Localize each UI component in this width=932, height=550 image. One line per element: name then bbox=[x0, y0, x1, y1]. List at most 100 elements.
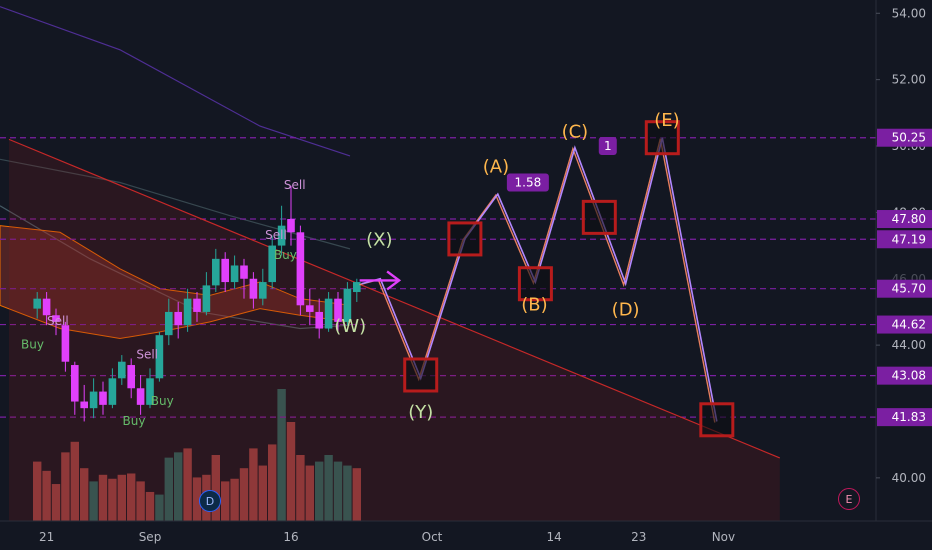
candle-body bbox=[33, 298, 41, 309]
volume-bar bbox=[174, 452, 183, 521]
signal-label: Sell bbox=[265, 228, 287, 242]
earnings-badge-label: E bbox=[845, 492, 853, 506]
candle-body bbox=[108, 378, 117, 405]
candle-body bbox=[174, 311, 182, 326]
volume-bar bbox=[61, 452, 70, 521]
price-level-tag-bg bbox=[877, 230, 932, 249]
time-tick-label: Sep bbox=[139, 530, 162, 544]
signal-label: Buy bbox=[21, 337, 44, 351]
fib-tag-bg bbox=[506, 173, 549, 192]
price-level-tag: 47.80 bbox=[892, 212, 926, 226]
price-tick-label: 54.00 bbox=[892, 6, 926, 20]
wave-label: (E) bbox=[654, 110, 679, 131]
ma-mid-line bbox=[0, 158, 351, 250]
candle-body bbox=[221, 258, 229, 283]
time-tick-label: 14 bbox=[547, 530, 562, 544]
target-box bbox=[403, 357, 439, 393]
candle-body bbox=[99, 391, 107, 405]
candle-body bbox=[89, 391, 98, 409]
candle-body bbox=[353, 282, 361, 293]
candle-body bbox=[71, 365, 79, 402]
price-level-tag-bg bbox=[877, 128, 932, 147]
volume-bar bbox=[42, 470, 51, 521]
candle-body bbox=[193, 298, 201, 312]
volume-bar bbox=[33, 461, 42, 521]
volume-bar bbox=[108, 478, 117, 521]
volume-bar bbox=[127, 473, 136, 521]
fib-tag-bg bbox=[598, 137, 617, 156]
price-tick-label: 40.00 bbox=[892, 471, 926, 485]
fib-tag-label: 1.58 bbox=[515, 176, 542, 190]
candle-body bbox=[240, 265, 248, 279]
time-tick-label: 23 bbox=[631, 530, 646, 544]
price-level-tag-bg bbox=[877, 315, 932, 334]
time-axis-bg bbox=[0, 521, 932, 550]
price-axis[interactable]: 54.0052.0050.0048.0044.0040.0046.0050.25… bbox=[875, 0, 932, 550]
candle-body bbox=[183, 298, 192, 326]
dividend-badge-label: D bbox=[205, 494, 215, 508]
time-tick-label: Nov bbox=[712, 530, 735, 544]
price-level-tag-bg bbox=[877, 279, 932, 298]
volume-bar bbox=[145, 491, 155, 521]
wave-label: (C) bbox=[562, 122, 589, 143]
price-level-tag: 43.08 bbox=[892, 369, 926, 383]
dividend-badge[interactable]: D bbox=[199, 490, 221, 512]
candle-body bbox=[343, 288, 352, 322]
target-box bbox=[644, 120, 680, 156]
arrow-head bbox=[386, 270, 402, 291]
trendline[interactable] bbox=[8, 138, 781, 521]
volume-bar bbox=[277, 389, 286, 521]
volume-bar bbox=[343, 465, 352, 521]
volume-bar bbox=[230, 478, 239, 521]
volume-bar bbox=[155, 494, 164, 521]
earnings-badge[interactable]: E bbox=[838, 488, 860, 510]
candle-body bbox=[52, 315, 60, 322]
volume-bar bbox=[286, 422, 296, 521]
trend-zone bbox=[9, 139, 780, 521]
volume-bar bbox=[183, 448, 192, 521]
volume-bar bbox=[352, 468, 361, 521]
candlesticks bbox=[33, 185, 361, 422]
time-tick-label: 16 bbox=[283, 530, 298, 544]
target-box bbox=[447, 221, 483, 257]
time-axis[interactable]: 21 Sep 16 Oct 14 23 Nov bbox=[0, 520, 932, 550]
target-box bbox=[517, 266, 553, 302]
candle-body bbox=[230, 265, 239, 283]
signal-label: Buy bbox=[274, 248, 297, 262]
elliott-projection[interactable] bbox=[359, 137, 718, 423]
fib-tag-label: 1 bbox=[604, 139, 612, 153]
candle-body bbox=[118, 361, 126, 379]
volume-bar bbox=[296, 455, 305, 521]
price-axis-bg bbox=[876, 0, 932, 550]
volume-bar bbox=[98, 474, 108, 521]
wave-label: (W) bbox=[334, 316, 366, 337]
signal-label: Buy bbox=[123, 414, 146, 428]
candle-body bbox=[306, 305, 314, 312]
volume-bar bbox=[51, 484, 61, 521]
projection-path-shadow bbox=[359, 138, 716, 423]
wave-label: (A) bbox=[483, 157, 509, 178]
candle-body bbox=[277, 225, 286, 246]
volume-bar bbox=[249, 448, 258, 521]
volume-bar bbox=[136, 481, 145, 521]
candle-body bbox=[202, 285, 211, 312]
price-tick-label: 44.00 bbox=[892, 338, 926, 352]
volume-bar bbox=[315, 461, 324, 521]
signal-label: Sell bbox=[47, 314, 69, 328]
candle-body bbox=[165, 311, 173, 336]
volume-bar bbox=[211, 455, 220, 521]
candle-body bbox=[155, 335, 164, 379]
target-box bbox=[699, 402, 735, 438]
target-boxes[interactable] bbox=[403, 120, 735, 438]
price-level-tag: 47.19 bbox=[892, 232, 926, 246]
wave-label: (X) bbox=[366, 230, 392, 251]
candle-body bbox=[80, 401, 88, 409]
candle-body bbox=[61, 325, 70, 362]
signal-label: Buy bbox=[151, 394, 174, 408]
volume-bar bbox=[333, 461, 343, 521]
price-level-tag: 50.25 bbox=[892, 131, 926, 145]
volume-bar bbox=[192, 477, 202, 521]
